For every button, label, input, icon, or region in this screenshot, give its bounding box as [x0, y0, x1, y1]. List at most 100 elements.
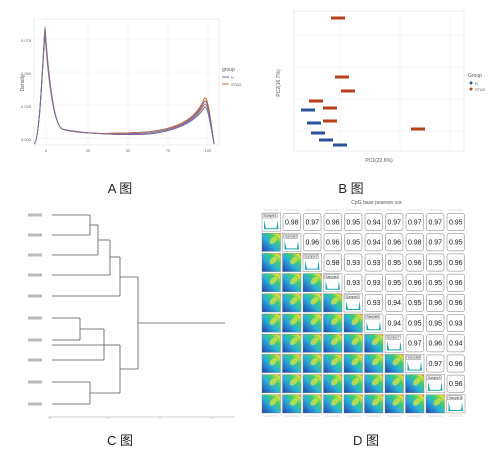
matrix-scatter-cell: [261, 394, 281, 414]
panel-c-dendrogram: [20, 205, 245, 425]
matrix-correlation-cell: 0.94: [446, 334, 465, 353]
matrix-correlation-cell: 0.96: [446, 273, 465, 292]
matrix-scatter-cell: [323, 354, 343, 373]
pca-point: [341, 89, 355, 93]
matrix-scatter-cell: [343, 313, 363, 333]
matrix-correlation-value: 0.94: [367, 240, 381, 247]
matrix-correlation-value: 0.96: [305, 240, 319, 247]
matrix-correlation-cell: 0.94: [364, 233, 383, 252]
panel-b-pca-plot: PC2(16.7%) PC1(22.6%) Group N STAD: [260, 5, 500, 170]
matrix-correlation-cell: 0.97: [426, 354, 445, 373]
density-ytick: 0.050: [21, 71, 32, 76]
matrix-correlation-value: 0.97: [305, 219, 319, 226]
pca-point: [323, 119, 337, 123]
leaf-label: [28, 273, 42, 277]
density-ytick: 0.000: [21, 137, 32, 142]
pca-plot-svg: PC2(16.7%) PC1(22.6%) Group N STAD: [276, 10, 485, 164]
matrix-sample-label: Sample2: [285, 234, 298, 238]
pca-ylabel: PC2(16.7%): [276, 69, 282, 97]
matrix-scatter-cell: [384, 354, 404, 373]
pca-point: [311, 131, 325, 135]
legend-n-dot: [469, 81, 473, 85]
pca-legend-n: N: [475, 81, 478, 86]
matrix-correlation-cell: 0.95: [446, 213, 465, 231]
density-xtick: 0: [45, 148, 48, 153]
matrix-correlation-value: 0.96: [428, 300, 442, 307]
matrix-correlation-value: 0.97: [408, 219, 422, 226]
matrix-scatter-cell: [261, 354, 281, 373]
matrix-correlation-value: 0.93: [346, 280, 360, 287]
matrix-correlation-cell: 0.96: [426, 294, 445, 312]
matrix-diagonal-cell: Sample4: [323, 273, 343, 293]
density-curves: [33, 26, 215, 145]
matrix-scatter-cell: [384, 394, 404, 414]
matrix-scatter-cell: [343, 374, 363, 394]
leaf-label: [28, 294, 42, 298]
pca-point: [331, 16, 345, 20]
matrix-scatter-cell: [384, 374, 404, 394]
matrix-correlation-value: 0.95: [428, 320, 442, 327]
matrix-scatter-cell: [302, 374, 322, 394]
matrix-scatter-cell: [282, 354, 302, 373]
matrix-correlation-cell: 0.96: [323, 213, 342, 231]
matrix-correlation-cell: 0.95: [426, 273, 445, 292]
matrix-scatter-cell: [302, 333, 322, 353]
matrix-scatter-cell: [302, 313, 322, 333]
matrix-scatter-cell: [323, 333, 343, 353]
pca-legend-title: Group: [468, 73, 482, 79]
pca-point: [335, 75, 349, 79]
leaf-label: [28, 316, 42, 320]
matrix-correlation-value: 0.96: [449, 300, 463, 307]
matrix-scatter-cell: [405, 394, 425, 414]
matrix-correlation-value: 0.94: [367, 219, 381, 226]
matrix-scatter-cell: [261, 233, 281, 252]
matrix-sample-label: Sample9: [428, 376, 441, 380]
density-xtick: 50: [126, 148, 131, 153]
matrix-correlation-cell: 0.97: [405, 334, 424, 353]
matrix-scatter-cell: [425, 394, 445, 414]
matrix-correlation-value: 0.96: [387, 240, 401, 247]
matrix-correlation-value: 0.96: [408, 280, 422, 287]
matrix-title: CpG base pearson cor.: [351, 200, 402, 206]
matrix-correlation-value: 0.95: [346, 219, 360, 226]
matrix-correlation-cell: 0.94: [385, 294, 404, 312]
density-ytick: 0.025: [21, 104, 32, 109]
matrix-cells: Sample1 0.98 0.97 0.96 0.95 0.94 0.97 0.97 0.97 0…: [261, 209, 466, 417]
matrix-correlation-value: 0.93: [367, 260, 381, 267]
matrix-sample-label: Sample1: [264, 214, 277, 218]
matrix-correlation-cell: 0.97: [426, 233, 445, 252]
matrix-diagonal-cell: Sample7: [384, 333, 404, 353]
matrix-scatter-cell: [364, 394, 384, 414]
matrix-scatter-cell: [282, 374, 302, 394]
matrix-sample-label: Sample6: [367, 315, 380, 319]
matrix-correlation-cell: 0.98: [323, 253, 342, 272]
pca-xlabel: PC1(22.6%): [365, 158, 393, 164]
matrix-sample-label: Sample5: [346, 295, 359, 299]
panel-a-density-plot: Density 0.075 0.050 0.025 0.000 0 25 50 …: [0, 5, 250, 170]
matrix-correlation-value: 0.96: [428, 341, 442, 348]
matrix-scatter-cell: [364, 333, 384, 353]
matrix-correlation-value: 0.93: [346, 260, 360, 267]
matrix-sample-label: Sample10: [449, 396, 464, 400]
matrix-correlation-cell: 0.98: [282, 213, 301, 231]
density-xtick: 25: [86, 148, 91, 153]
matrix-scatter-cell: [282, 333, 302, 353]
matrix-diagonal-cell: Sample10: [446, 394, 466, 414]
matrix-scatter-cell: [302, 293, 322, 313]
matrix-scatter-cell: [323, 293, 343, 313]
matrix-correlation-value: 0.93: [367, 300, 381, 307]
matrix-scatter-cell: [261, 374, 281, 394]
matrix-scatter-cell: [282, 313, 302, 333]
matrix-correlation-value: 0.97: [428, 361, 442, 368]
dendrogram-svg: [28, 213, 235, 419]
matrix-correlation-value: 0.98: [408, 240, 422, 247]
pca-points: [301, 16, 425, 147]
matrix-correlation-value: 0.95: [428, 260, 442, 267]
matrix-correlation-value: 0.93: [367, 280, 381, 287]
matrix-correlation-cell: 0.97: [385, 213, 404, 231]
matrix-scatter-cell: [261, 273, 281, 292]
matrix-sample-label: Sample8: [408, 356, 421, 360]
matrix-correlation-value: 0.97: [428, 240, 442, 247]
matrix-scatter-cell: [364, 374, 384, 394]
matrix-correlation-cell: 0.96: [426, 334, 445, 353]
